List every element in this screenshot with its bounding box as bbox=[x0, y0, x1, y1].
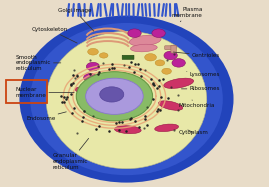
Ellipse shape bbox=[76, 72, 153, 121]
Text: Plasma
membrane: Plasma membrane bbox=[172, 7, 203, 22]
Ellipse shape bbox=[88, 48, 98, 55]
Text: Ribosomes: Ribosomes bbox=[181, 86, 220, 91]
Text: Smooth
endoplasmic
reticulum: Smooth endoplasmic reticulum bbox=[15, 55, 61, 71]
Text: Granular
endoplasmic
reticulum: Granular endoplasmic reticulum bbox=[53, 138, 89, 170]
Ellipse shape bbox=[172, 59, 185, 67]
Ellipse shape bbox=[158, 101, 183, 110]
Text: Endosome: Endosome bbox=[26, 112, 66, 121]
Ellipse shape bbox=[164, 78, 194, 88]
Text: Mitochondria: Mitochondria bbox=[178, 100, 215, 108]
Ellipse shape bbox=[155, 124, 179, 132]
Text: Nuclear
membrane: Nuclear membrane bbox=[15, 87, 74, 98]
Ellipse shape bbox=[130, 44, 157, 52]
Ellipse shape bbox=[100, 53, 108, 58]
Ellipse shape bbox=[129, 35, 161, 46]
Ellipse shape bbox=[75, 87, 95, 95]
FancyBboxPatch shape bbox=[122, 55, 134, 59]
Ellipse shape bbox=[30, 23, 223, 175]
Text: Cytoskeleton: Cytoskeleton bbox=[31, 27, 77, 43]
Ellipse shape bbox=[86, 78, 143, 114]
Ellipse shape bbox=[128, 29, 141, 37]
Ellipse shape bbox=[84, 73, 97, 82]
Ellipse shape bbox=[19, 16, 233, 183]
Text: Golgi image: Golgi image bbox=[58, 8, 94, 31]
Ellipse shape bbox=[46, 31, 207, 169]
Text: Cytoplasm: Cytoplasm bbox=[178, 130, 208, 135]
Text: Lysosomes: Lysosomes bbox=[187, 71, 220, 76]
Ellipse shape bbox=[115, 126, 141, 134]
Ellipse shape bbox=[145, 54, 157, 61]
Ellipse shape bbox=[155, 60, 165, 66]
Ellipse shape bbox=[164, 51, 177, 60]
Text: Centrioles: Centrioles bbox=[174, 52, 220, 58]
Ellipse shape bbox=[84, 106, 107, 116]
FancyBboxPatch shape bbox=[165, 46, 176, 50]
FancyBboxPatch shape bbox=[171, 45, 176, 53]
Ellipse shape bbox=[100, 87, 124, 102]
Ellipse shape bbox=[162, 68, 171, 74]
Ellipse shape bbox=[152, 29, 165, 37]
Ellipse shape bbox=[86, 62, 100, 71]
